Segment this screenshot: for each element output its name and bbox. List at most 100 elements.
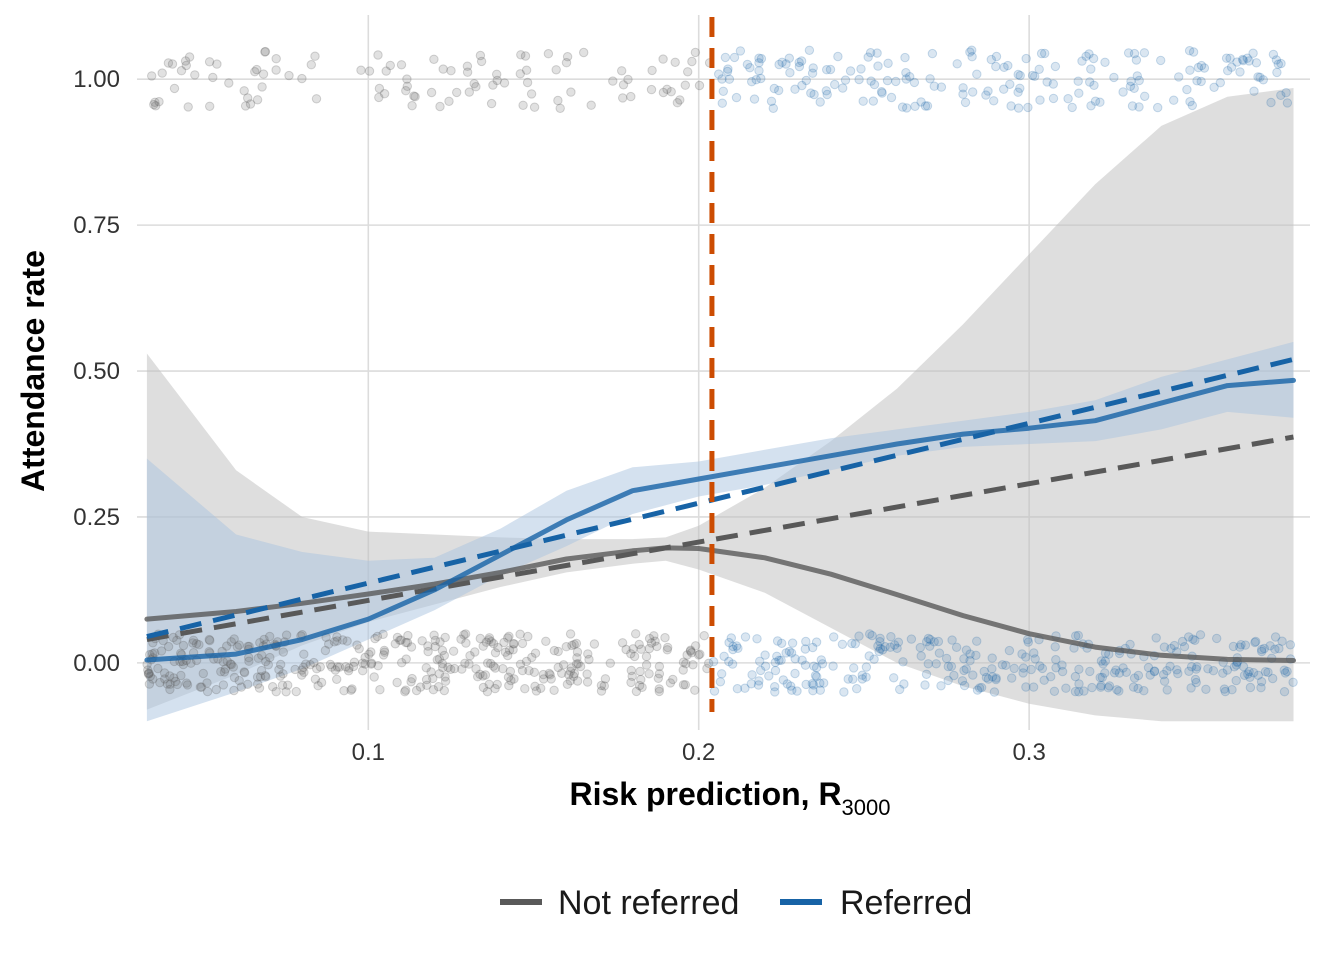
point-not-referred <box>204 57 215 67</box>
point-not-referred <box>402 637 413 648</box>
point-referred <box>1034 64 1044 75</box>
point-referred <box>1182 84 1192 95</box>
point-referred <box>751 75 761 85</box>
point-not-referred <box>566 87 576 97</box>
point-referred <box>854 631 864 641</box>
point-not-referred <box>143 668 154 678</box>
point-not-referred <box>515 69 525 79</box>
point-referred <box>1239 670 1250 680</box>
point-not-referred <box>623 74 633 85</box>
point-not-referred <box>163 641 174 652</box>
point-referred <box>821 86 831 96</box>
point-referred <box>1074 664 1084 674</box>
point-not-referred <box>486 98 497 109</box>
point-not-referred <box>439 650 449 661</box>
point-not-referred <box>446 66 456 76</box>
point-not-referred <box>644 669 654 679</box>
point-referred <box>960 97 971 108</box>
point-not-referred <box>396 635 406 645</box>
point-not-referred <box>243 679 253 689</box>
point-not-referred <box>334 662 345 672</box>
point-referred <box>959 680 970 691</box>
point-referred <box>1215 78 1226 88</box>
point-referred <box>976 682 987 693</box>
point-referred <box>1276 90 1286 101</box>
point-not-referred <box>395 635 405 645</box>
point-referred <box>1104 681 1115 691</box>
y-tick-label-1: 0.25 <box>73 504 120 531</box>
point-referred <box>829 632 839 642</box>
point-not-referred <box>396 60 407 70</box>
point-not-referred <box>156 646 167 656</box>
point-referred <box>808 686 818 696</box>
point-not-referred <box>462 61 473 71</box>
point-not-referred <box>520 51 531 61</box>
point-referred <box>1193 62 1204 73</box>
point-referred <box>1191 677 1201 688</box>
point-referred <box>1195 630 1206 640</box>
point-referred <box>1179 642 1190 652</box>
point-not-referred <box>312 664 322 674</box>
point-referred <box>1159 642 1170 652</box>
point-not-referred <box>438 64 448 74</box>
point-referred <box>1004 645 1015 656</box>
point-referred <box>883 58 893 68</box>
point-referred <box>1232 57 1242 67</box>
point-referred <box>1199 63 1210 73</box>
y-tick-label-0: 0.00 <box>73 650 120 677</box>
point-not-referred <box>471 82 481 92</box>
point-referred <box>1114 668 1125 678</box>
point-referred <box>708 657 719 667</box>
point-referred <box>740 683 750 693</box>
point-referred <box>1253 72 1263 82</box>
point-referred <box>1186 662 1197 672</box>
point-referred <box>1048 93 1059 104</box>
point-referred <box>965 656 975 666</box>
point-referred <box>727 659 738 669</box>
point-referred <box>784 53 794 63</box>
point-not-referred <box>483 658 493 668</box>
point-referred <box>787 685 797 695</box>
point-not-referred <box>284 70 294 81</box>
point-not-referred <box>228 662 239 672</box>
point-referred <box>833 51 843 62</box>
point-referred <box>923 633 934 644</box>
point-not-referred <box>354 644 364 654</box>
point-referred <box>843 674 853 684</box>
point-not-referred <box>373 50 383 60</box>
point-not-referred <box>325 659 336 670</box>
point-referred <box>828 661 838 671</box>
point-not-referred <box>426 667 436 677</box>
point-not-referred <box>255 638 265 648</box>
point-not-referred <box>459 630 469 640</box>
point-referred <box>1279 687 1290 697</box>
point-referred <box>865 48 876 58</box>
point-not-referred <box>211 684 222 695</box>
point-referred <box>781 648 791 658</box>
point-not-referred <box>411 685 422 696</box>
point-referred <box>1151 633 1161 643</box>
point-not-referred <box>685 646 696 656</box>
point-not-referred <box>476 56 487 67</box>
point-referred <box>822 89 832 100</box>
smooth-line-referred <box>144 377 1296 663</box>
point-referred <box>1257 646 1267 657</box>
point-referred <box>892 643 902 653</box>
point-not-referred <box>366 647 376 657</box>
point-not-referred <box>439 685 449 696</box>
point-referred <box>1021 53 1031 64</box>
point-not-referred <box>670 57 680 67</box>
point-referred <box>1121 667 1132 677</box>
point-referred <box>1190 635 1200 645</box>
x-axis-title-subscript: 3000 <box>842 795 891 820</box>
point-not-referred <box>360 652 370 663</box>
point-referred <box>774 655 784 665</box>
point-not-referred <box>562 52 573 62</box>
point-not-referred <box>504 680 514 691</box>
point-referred <box>951 642 962 652</box>
point-referred <box>1100 57 1110 67</box>
point-referred <box>1225 53 1235 63</box>
point-referred <box>952 59 962 69</box>
point-referred <box>864 651 874 661</box>
point-not-referred <box>219 667 230 677</box>
